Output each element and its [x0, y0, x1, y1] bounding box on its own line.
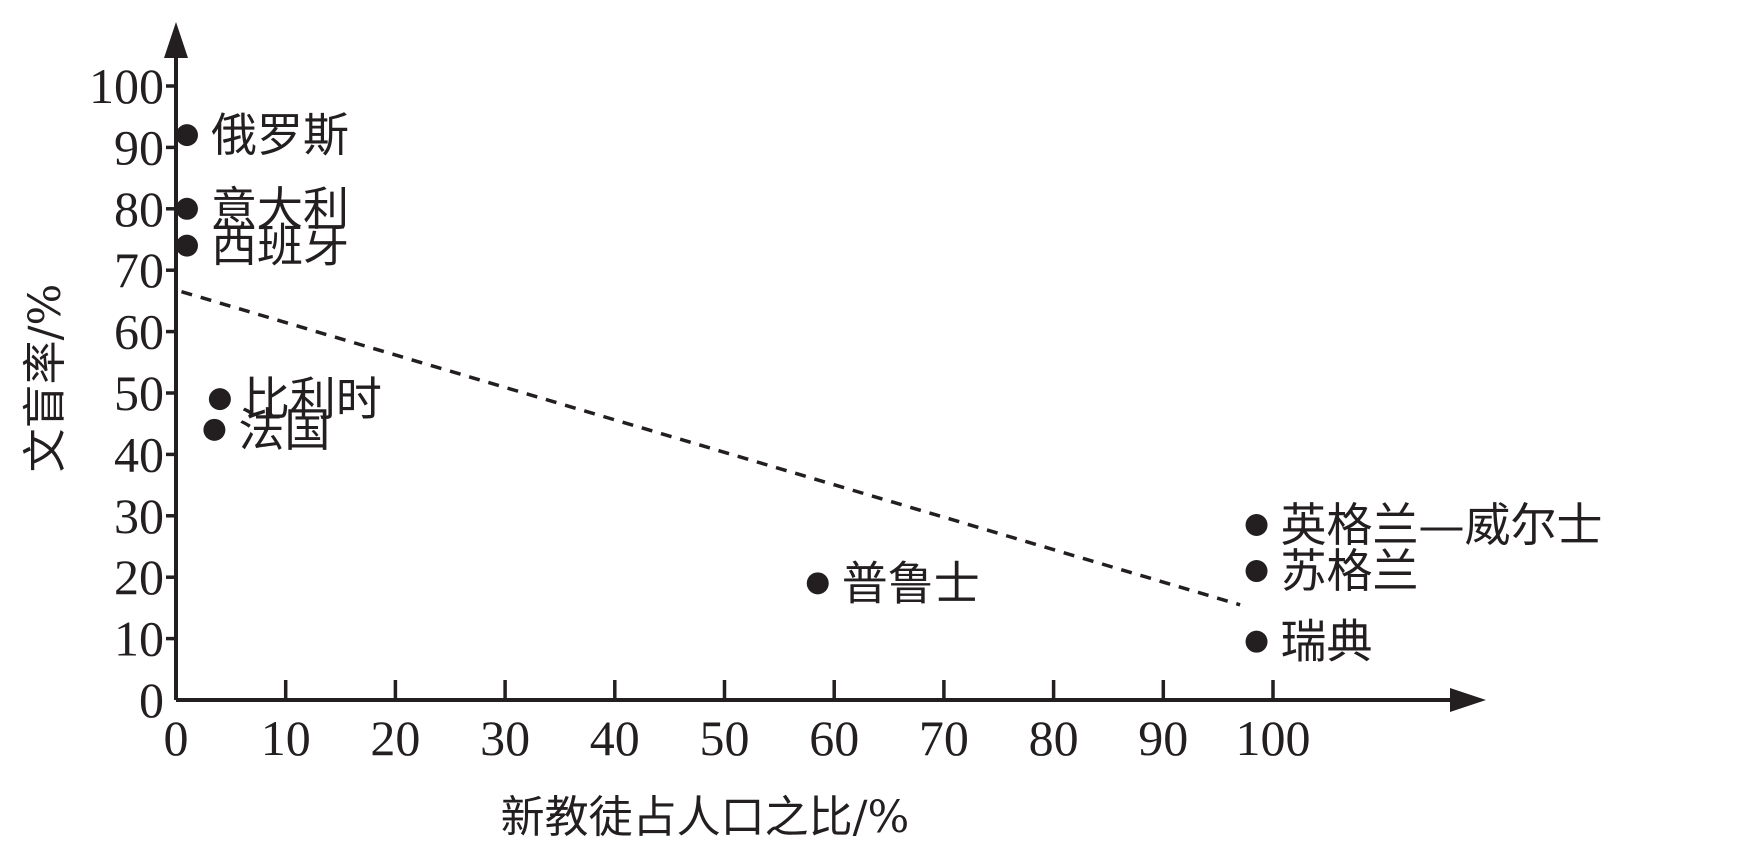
trend-line — [180, 290, 1241, 607]
x-tick-label: 50 — [700, 710, 750, 766]
y-tick-label: 100 — [89, 58, 164, 114]
x-tick-label: 30 — [480, 710, 530, 766]
data-point-label: 普鲁士 — [842, 556, 980, 610]
y-tick-label: 10 — [114, 611, 164, 667]
y-tick-label: 20 — [114, 549, 164, 605]
y-tick-label: 90 — [114, 119, 164, 175]
x-ticks: 0 10 20 30 40 50 60 70 80 90 100 — [164, 680, 1311, 766]
x-tick-label: 0 — [164, 710, 189, 766]
data-point — [806, 572, 829, 595]
x-tick-label: 80 — [1029, 710, 1079, 766]
y-tick-label: 40 — [114, 426, 164, 482]
axes — [164, 22, 1486, 712]
data-point — [1245, 630, 1268, 653]
data-point-label: 俄罗斯 — [211, 108, 349, 162]
y-axis-title: 文盲率/% — [20, 284, 71, 473]
data-point-label: 意大利 — [211, 182, 349, 236]
data-point-label: 苏格兰 — [1281, 544, 1419, 598]
y-tick-label: 0 — [139, 672, 164, 728]
y-tick-label: 70 — [114, 242, 164, 298]
x-tick-label: 100 — [1236, 710, 1311, 766]
data-point-label: 比利时 — [244, 372, 382, 426]
data-point — [203, 418, 226, 441]
data-point-label: 瑞典 — [1281, 615, 1373, 669]
data-point-label: 英格兰—威尔士 — [1281, 498, 1603, 552]
x-tick-label: 10 — [261, 710, 311, 766]
y-tick-label: 80 — [114, 181, 164, 237]
data-point — [208, 388, 231, 411]
data-point — [175, 124, 198, 147]
data-point — [175, 234, 198, 257]
data-point-label: 法国 — [238, 403, 330, 457]
x-axis-title: 新教徒占人口之比/% — [501, 792, 910, 843]
x-tick-label: 60 — [809, 710, 859, 766]
data-point — [175, 197, 198, 220]
x-tick-label: 90 — [1138, 710, 1188, 766]
data-point-label: 西班牙 — [211, 219, 349, 273]
x-tick-label: 70 — [919, 710, 969, 766]
x-tick-label: 40 — [590, 710, 640, 766]
x-axis-arrow — [1450, 688, 1486, 712]
y-tick-label: 60 — [114, 304, 164, 360]
y-axis-arrow — [164, 22, 188, 58]
data-point — [1245, 514, 1268, 537]
x-tick-label: 20 — [370, 710, 420, 766]
data-point — [1245, 560, 1268, 583]
y-tick-label: 30 — [114, 488, 164, 544]
y-tick-label: 50 — [114, 365, 164, 421]
